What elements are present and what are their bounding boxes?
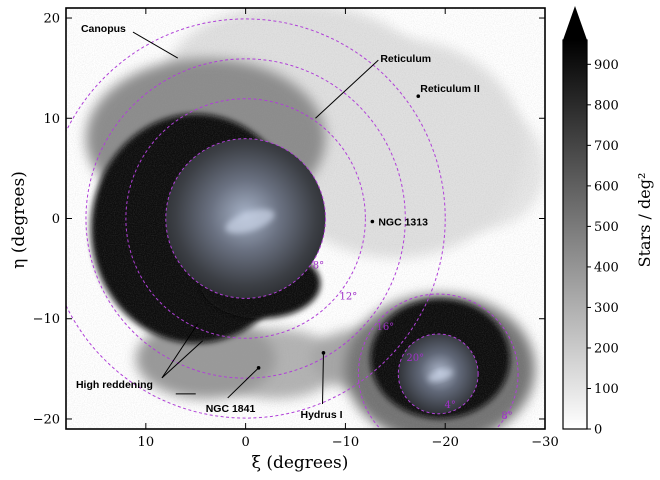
object-marker <box>256 366 261 370</box>
y-tick-label: −20 <box>33 412 60 427</box>
annotation-pointer <box>315 59 379 119</box>
radius-circle <box>397 333 479 415</box>
colorbar-label: Stars / deg² <box>635 173 654 268</box>
annotations: Canopus Reticulum Reticulum II NGC 1313 High… <box>76 23 480 421</box>
radius-circle <box>125 98 366 339</box>
radius-circle <box>357 293 519 429</box>
radius-label: 8° <box>313 261 324 272</box>
annotation-pointer <box>227 367 259 399</box>
annotation-pointer <box>161 323 199 379</box>
colorbar-tick-label: 200 <box>594 341 619 356</box>
annotation-pointer <box>322 352 324 404</box>
lmc-bar <box>225 209 275 234</box>
x-tick-label: 10 <box>138 435 155 450</box>
colorbar-tick-label: 700 <box>594 139 619 154</box>
colorbar-tick-label: 800 <box>594 98 619 113</box>
object-marker <box>370 219 375 224</box>
x-tick-label: −20 <box>431 435 458 450</box>
annotation-label: NGC 1841 <box>206 403 256 415</box>
annotation-pointer <box>132 31 179 59</box>
radius-label: 16° <box>376 322 394 333</box>
object-marker <box>321 351 326 355</box>
annotation-label: Reticulum II <box>420 83 480 95</box>
radius-label: 8° <box>501 411 512 422</box>
radius-circles: 8° 12° 16° 20° 4° 8° <box>66 18 519 429</box>
x-tick-label: 0 <box>241 435 249 450</box>
annotation-label: NGC 1313 <box>378 217 428 229</box>
y-tick-label: 0 <box>52 212 60 227</box>
y-axis: 20 10 0 −10 −20 <box>33 12 545 427</box>
annotation-label: Reticulum <box>380 53 431 65</box>
colorbar-tick-label: 100 <box>594 382 619 397</box>
colorbar-tick-label: 300 <box>594 301 619 316</box>
x-axis-label: ξ (degrees) <box>252 453 349 473</box>
radius-circle <box>66 18 446 419</box>
smc-bar <box>428 369 453 382</box>
colorbar-gradient <box>563 40 587 429</box>
colorbar-tick-label: 500 <box>594 220 619 235</box>
object-marker <box>416 94 421 99</box>
y-tick-label: 10 <box>43 112 60 127</box>
annotation-label: Hydrus I <box>301 409 343 421</box>
radius-label: 12° <box>340 292 358 303</box>
colorbar-tick-label: 900 <box>594 58 619 73</box>
annotation-pointer <box>161 340 204 379</box>
galaxy-layer <box>165 138 479 414</box>
y-tick-label: 20 <box>43 12 60 27</box>
colorbar-frame <box>562 39 588 430</box>
annotation-label: Canopus <box>81 23 126 35</box>
colorbar: 0 100 200 300 400 500 600 700 800 900 Stars / deg… <box>562 6 654 438</box>
y-tick-label: −10 <box>33 312 60 327</box>
radius-label: 20° <box>406 353 424 364</box>
radius-circle <box>85 58 406 379</box>
radius-circle <box>165 138 326 299</box>
radius-label: 4° <box>445 400 456 411</box>
colorbar-tick-label: 0 <box>594 423 602 438</box>
x-axis: 10 0 −10 −20 −30 <box>138 8 559 450</box>
annotation-label: High reddening <box>76 379 153 391</box>
colorbar-extend-arrow <box>563 6 587 40</box>
x-tick-label: −30 <box>531 435 558 450</box>
y-axis-label: η (degrees) <box>9 171 29 269</box>
colorbar-tick-label: 600 <box>594 179 619 194</box>
x-tick-label: −10 <box>332 435 359 450</box>
colorbar-tick-label: 400 <box>594 260 619 275</box>
